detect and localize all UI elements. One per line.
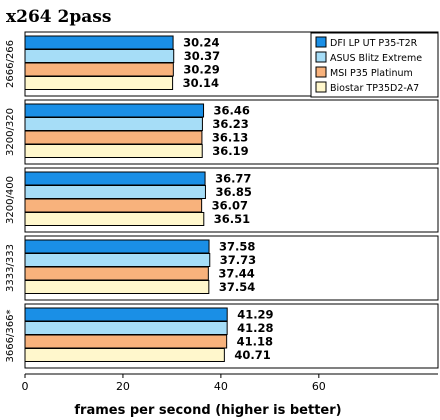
bar — [24, 49, 175, 63]
data-label: 36.77 — [215, 172, 251, 186]
bar — [24, 280, 210, 294]
data-label: 36.46 — [214, 104, 250, 118]
data-label: 36.23 — [212, 117, 248, 131]
bar — [24, 239, 210, 254]
bar — [24, 103, 205, 118]
data-label: 36.13 — [212, 131, 248, 145]
legend-swatch — [315, 66, 327, 78]
data-label: 36.85 — [215, 185, 251, 199]
bar — [24, 198, 203, 213]
bar — [24, 171, 206, 186]
x-tick-label: 0 — [22, 380, 29, 393]
data-label: 40.71 — [234, 348, 270, 362]
bar — [24, 253, 211, 267]
bar — [24, 334, 228, 349]
data-label: 30.24 — [183, 36, 219, 50]
bar — [24, 144, 203, 158]
chart-title: x264 2pass — [6, 7, 111, 27]
legend-swatch — [315, 36, 327, 48]
data-label: 37.54 — [219, 280, 255, 294]
legend-box — [310, 32, 439, 98]
bar — [24, 266, 209, 281]
data-label: 41.29 — [237, 308, 273, 322]
legend-swatch — [315, 51, 327, 63]
bar — [24, 212, 205, 226]
category-label: 3200/400 — [5, 176, 16, 224]
bar — [24, 348, 225, 362]
bar — [24, 185, 206, 199]
data-label: 36.51 — [214, 212, 250, 226]
data-label: 41.28 — [237, 321, 273, 335]
legend-swatch — [315, 81, 327, 93]
legend-entry: ASUS Blitz Extreme — [330, 53, 422, 64]
data-label: 37.44 — [218, 267, 254, 281]
legend: DFI LP UT P35-T2R ASUS Blitz Extreme MSI P… — [310, 32, 439, 98]
data-label: 36.19 — [212, 144, 248, 158]
bar — [24, 76, 174, 90]
bar — [24, 62, 174, 77]
data-label: 30.29 — [183, 63, 219, 77]
x-axis-label: frames per second (higher is better) — [74, 403, 341, 418]
category-label: 3333/333 — [5, 244, 16, 292]
legend-entry: DFI LP UT P35-T2R — [330, 38, 418, 49]
data-label: 41.18 — [237, 335, 273, 349]
bar — [24, 307, 228, 322]
category-label: 3200/320 — [5, 108, 16, 156]
x-tick-label: 60 — [312, 380, 326, 393]
data-label: 30.37 — [184, 49, 220, 63]
data-label: 30.14 — [183, 76, 219, 90]
category-label: 3666/366* — [5, 310, 16, 363]
data-label: 37.73 — [220, 253, 256, 267]
bar — [24, 130, 203, 145]
bar — [24, 117, 203, 131]
x-tick-label: 20 — [116, 380, 130, 393]
data-label: 36.07 — [212, 199, 248, 213]
legend-entry: Biostar TP35D2-A7 — [330, 83, 419, 94]
x-tick-label: 40 — [214, 380, 228, 393]
legend-entry: MSI P35 Platinum — [330, 68, 413, 79]
data-label: 37.58 — [219, 240, 255, 254]
bar — [24, 321, 228, 335]
bar — [24, 35, 174, 50]
category-label: 2666/266 — [5, 40, 16, 88]
